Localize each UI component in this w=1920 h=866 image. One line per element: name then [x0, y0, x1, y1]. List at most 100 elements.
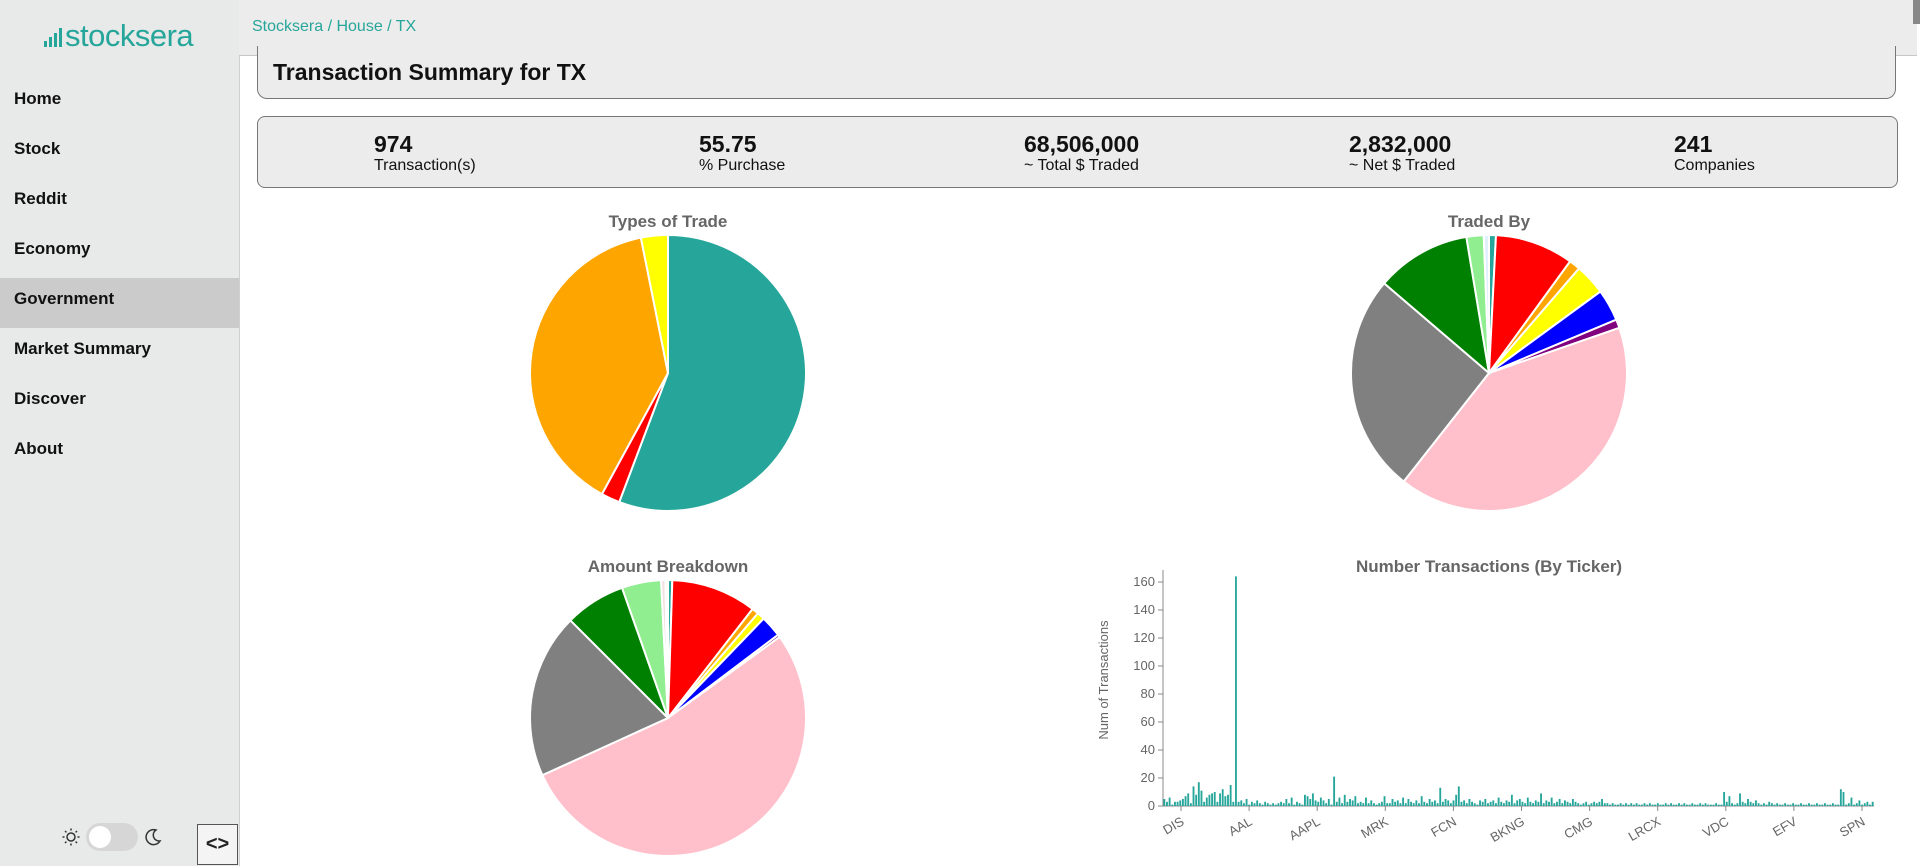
bar[interactable] [1556, 801, 1558, 806]
bar[interactable] [1460, 801, 1463, 806]
bar[interactable] [1606, 803, 1609, 806]
bar[interactable] [1699, 803, 1702, 806]
bar[interactable] [1290, 797, 1293, 806]
bar[interactable] [1280, 801, 1282, 806]
bar[interactable] [1755, 800, 1757, 806]
bar[interactable] [1837, 804, 1840, 806]
bar[interactable] [1744, 803, 1747, 806]
bar[interactable] [1171, 804, 1174, 806]
bar[interactable] [1380, 801, 1383, 806]
bar[interactable] [1662, 804, 1665, 806]
bar[interactable] [1794, 804, 1797, 806]
bar[interactable] [1813, 804, 1816, 806]
bar[interactable] [1776, 803, 1779, 806]
bar[interactable] [1731, 803, 1733, 806]
bar[interactable] [1818, 804, 1821, 806]
pie-slice-10[interactable] [1482, 233, 1490, 374]
bar[interactable] [1396, 800, 1399, 806]
bar[interactable] [1465, 803, 1468, 806]
bar[interactable] [1635, 803, 1638, 806]
bar[interactable] [1235, 576, 1237, 806]
bar[interactable] [1362, 803, 1365, 806]
bar[interactable] [1831, 803, 1834, 806]
bar[interactable] [1664, 803, 1667, 806]
bar[interactable] [1566, 801, 1569, 806]
bar[interactable] [1203, 801, 1206, 806]
bar[interactable] [1330, 804, 1333, 806]
bar[interactable] [1563, 800, 1566, 806]
bar[interactable] [1357, 803, 1359, 806]
bar[interactable] [1725, 801, 1728, 806]
bar[interactable] [1367, 803, 1370, 806]
bar[interactable] [1240, 800, 1243, 806]
bar[interactable] [1638, 804, 1641, 806]
bar[interactable] [1540, 793, 1542, 806]
bar[interactable] [1359, 801, 1362, 806]
bar[interactable] [1404, 803, 1407, 806]
bar[interactable] [1266, 803, 1269, 806]
bar[interactable] [1256, 800, 1259, 806]
bar[interactable] [1288, 803, 1290, 806]
bar[interactable] [1720, 804, 1723, 806]
bar[interactable] [1301, 804, 1304, 806]
bar[interactable] [1569, 803, 1572, 806]
bar[interactable] [1585, 801, 1588, 806]
bar[interactable] [1428, 799, 1431, 806]
bar[interactable] [1304, 794, 1306, 806]
bar[interactable] [1455, 794, 1458, 806]
bar[interactable] [1338, 797, 1341, 806]
bar[interactable] [1314, 800, 1317, 806]
bar[interactable] [1786, 804, 1789, 806]
bar[interactable] [1752, 803, 1755, 806]
bar[interactable] [1622, 804, 1625, 806]
bar[interactable] [1553, 803, 1556, 806]
bar[interactable] [1863, 803, 1866, 806]
pie-slice-1[interactable] [666, 579, 754, 722]
bar[interactable] [1439, 787, 1442, 806]
bar[interactable] [1436, 803, 1439, 806]
bar[interactable] [1168, 797, 1171, 806]
bar[interactable] [1656, 803, 1659, 806]
bar[interactable] [1510, 794, 1513, 806]
bar[interactable] [1709, 804, 1712, 806]
bar[interactable] [1574, 801, 1577, 806]
bar[interactable] [1590, 803, 1593, 806]
bar[interactable] [1269, 804, 1272, 806]
bar[interactable] [1598, 801, 1601, 806]
bar[interactable] [1335, 801, 1338, 806]
bar[interactable] [1739, 793, 1741, 806]
bar[interactable] [1298, 803, 1301, 806]
bar[interactable] [1309, 799, 1312, 806]
bar[interactable] [1611, 803, 1614, 806]
bar[interactable] [1242, 803, 1245, 806]
nav-item-government[interactable]: Government [0, 278, 239, 328]
bar[interactable] [1548, 801, 1550, 806]
bar[interactable] [1187, 793, 1190, 806]
bar[interactable] [1372, 803, 1375, 806]
bar[interactable] [1176, 801, 1179, 806]
theme-toggle[interactable] [62, 823, 162, 851]
bar[interactable] [1534, 800, 1537, 806]
bar[interactable] [1192, 786, 1195, 806]
pie-slice-7[interactable] [529, 619, 670, 777]
bar[interactable] [1760, 804, 1763, 806]
bar[interactable] [1537, 801, 1540, 806]
bar[interactable] [1593, 801, 1596, 806]
bar[interactable] [1410, 801, 1412, 806]
bar[interactable] [1861, 804, 1863, 806]
bar[interactable] [1571, 799, 1574, 806]
bar[interactable] [1741, 801, 1744, 806]
bar[interactable] [1296, 801, 1298, 806]
bar[interactable] [1181, 799, 1184, 806]
bar[interactable] [1733, 804, 1736, 806]
bar[interactable] [1651, 804, 1654, 806]
bar[interactable] [1261, 804, 1264, 806]
bar[interactable] [1457, 786, 1460, 806]
bar[interactable] [1484, 799, 1487, 806]
bar[interactable] [1333, 776, 1336, 806]
bar[interactable] [1826, 804, 1829, 806]
bar[interactable] [1341, 803, 1344, 806]
bar[interactable] [1579, 804, 1582, 806]
bar[interactable] [1529, 801, 1532, 806]
bar[interactable] [1808, 803, 1810, 806]
